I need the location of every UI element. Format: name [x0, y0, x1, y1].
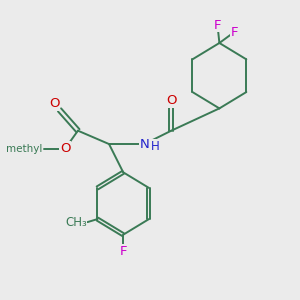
Text: CH₃: CH₃: [65, 216, 87, 229]
Text: O: O: [60, 142, 70, 155]
Text: O: O: [49, 97, 60, 110]
Text: O: O: [166, 94, 176, 107]
Text: F: F: [119, 245, 127, 258]
Text: N: N: [140, 138, 149, 151]
Text: H: H: [151, 140, 160, 153]
Text: F: F: [231, 26, 239, 39]
Text: methyl: methyl: [6, 143, 43, 154]
Text: F: F: [214, 19, 222, 32]
